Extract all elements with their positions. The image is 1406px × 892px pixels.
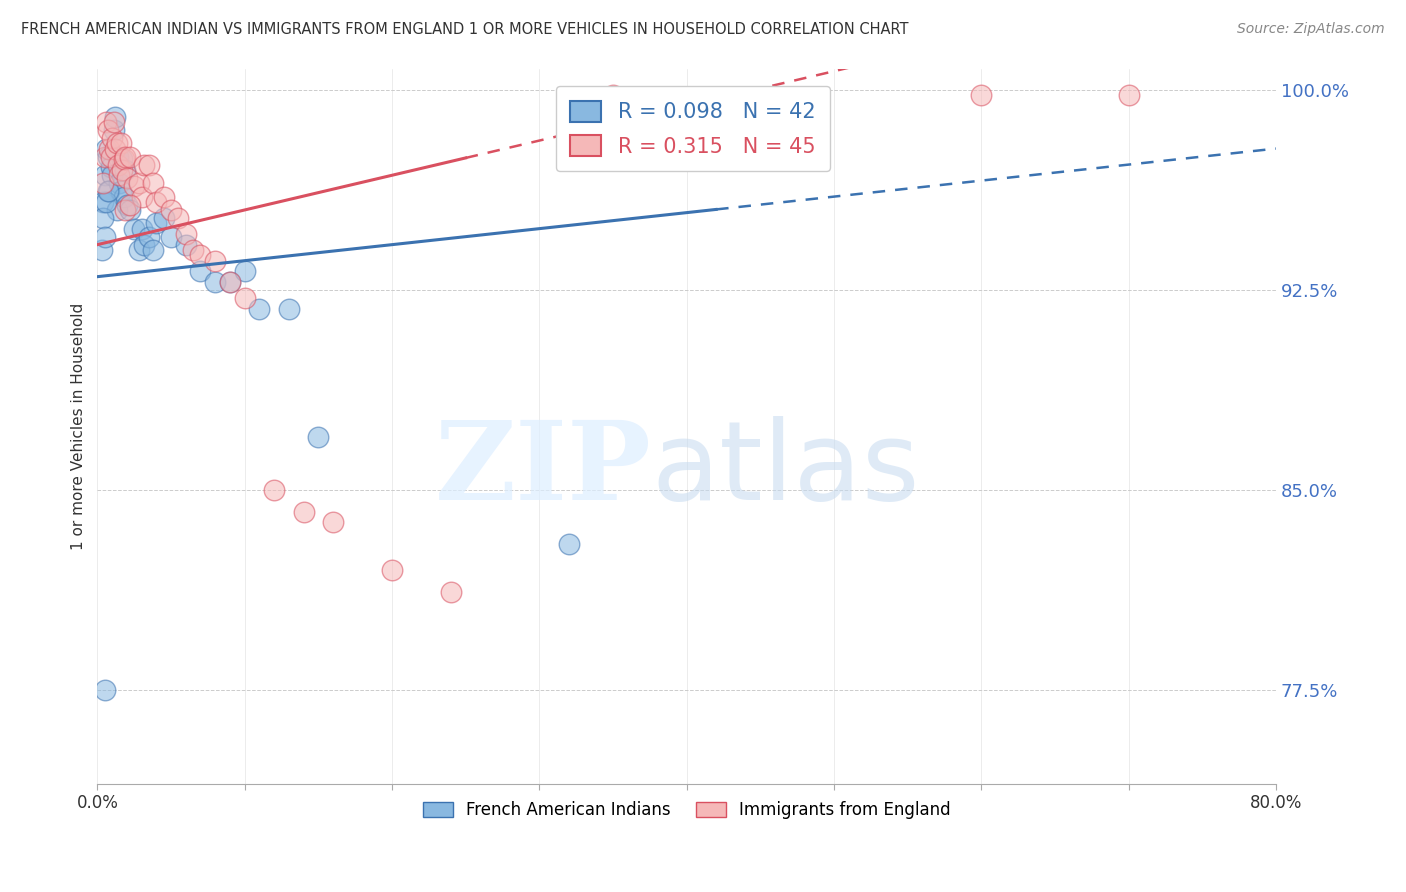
Point <box>107 158 129 172</box>
Point <box>97 123 120 137</box>
Point <box>110 136 132 151</box>
Point <box>101 131 124 145</box>
Point <box>292 504 315 518</box>
Point <box>118 150 141 164</box>
Point <box>558 536 581 550</box>
Point <box>103 115 125 129</box>
Point <box>93 229 115 244</box>
Point <box>142 176 165 190</box>
Text: atlas: atlas <box>651 416 920 523</box>
Point <box>122 178 145 193</box>
Point <box>91 194 114 209</box>
Point <box>277 301 299 316</box>
Point <box>103 123 125 137</box>
Point <box>100 150 122 164</box>
Point <box>970 88 993 103</box>
Point <box>115 197 138 211</box>
Point <box>108 168 131 182</box>
Point <box>263 483 285 498</box>
Point <box>107 150 129 164</box>
Point <box>112 153 135 167</box>
Point <box>152 211 174 225</box>
Point <box>219 275 242 289</box>
Point <box>233 264 256 278</box>
Point <box>152 189 174 203</box>
Point <box>115 170 138 185</box>
Point <box>96 115 118 129</box>
Point <box>204 275 226 289</box>
Y-axis label: 1 or more Vehicles in Household: 1 or more Vehicles in Household <box>72 302 86 549</box>
Point <box>307 430 329 444</box>
Point <box>233 291 256 305</box>
Point <box>322 515 344 529</box>
Text: ZIP: ZIP <box>434 416 651 523</box>
Point <box>108 176 131 190</box>
Point <box>167 211 190 225</box>
Point <box>440 584 463 599</box>
Point <box>118 202 141 217</box>
Point <box>134 237 156 252</box>
Point <box>131 189 153 203</box>
Point <box>190 248 212 262</box>
Point <box>105 136 128 151</box>
Point <box>204 253 226 268</box>
Point <box>98 184 121 198</box>
Point <box>111 153 134 167</box>
Point <box>91 211 114 225</box>
Point <box>131 221 153 235</box>
Point <box>174 237 197 252</box>
Point <box>1118 88 1140 103</box>
Point <box>114 150 136 164</box>
Point <box>97 184 120 198</box>
Point <box>142 243 165 257</box>
Point <box>145 194 167 209</box>
Point <box>174 227 197 241</box>
Point <box>100 161 122 175</box>
Point <box>118 197 141 211</box>
Point <box>111 163 134 178</box>
Text: FRENCH AMERICAN INDIAN VS IMMIGRANTS FROM ENGLAND 1 OR MORE VEHICLES IN HOUSEHOL: FRENCH AMERICAN INDIAN VS IMMIGRANTS FRO… <box>21 22 908 37</box>
Point <box>381 563 404 577</box>
Point <box>160 229 183 244</box>
Point <box>122 221 145 235</box>
Point <box>114 163 136 178</box>
Point <box>128 176 150 190</box>
Point <box>160 202 183 217</box>
Point <box>112 189 135 203</box>
Point <box>249 301 271 316</box>
Point <box>101 168 124 182</box>
Point <box>93 683 115 698</box>
Point <box>138 229 160 244</box>
Point <box>602 88 624 103</box>
Point <box>96 142 118 156</box>
Point <box>96 194 118 209</box>
Text: Source: ZipAtlas.com: Source: ZipAtlas.com <box>1237 22 1385 37</box>
Point <box>110 184 132 198</box>
Point <box>138 158 160 172</box>
Point <box>181 243 204 257</box>
Legend: French American Indians, Immigrants from England: French American Indians, Immigrants from… <box>416 794 957 825</box>
Point <box>93 168 115 182</box>
Point <box>93 150 115 164</box>
Point <box>190 264 212 278</box>
Point <box>105 202 128 217</box>
Point <box>104 142 127 156</box>
Point <box>90 243 112 257</box>
Point <box>104 110 127 124</box>
Point <box>219 275 242 289</box>
Point <box>114 202 136 217</box>
Point <box>91 176 114 190</box>
Point <box>98 142 121 156</box>
Point <box>145 216 167 230</box>
Point <box>134 158 156 172</box>
Point <box>128 243 150 257</box>
Point <box>97 150 120 164</box>
